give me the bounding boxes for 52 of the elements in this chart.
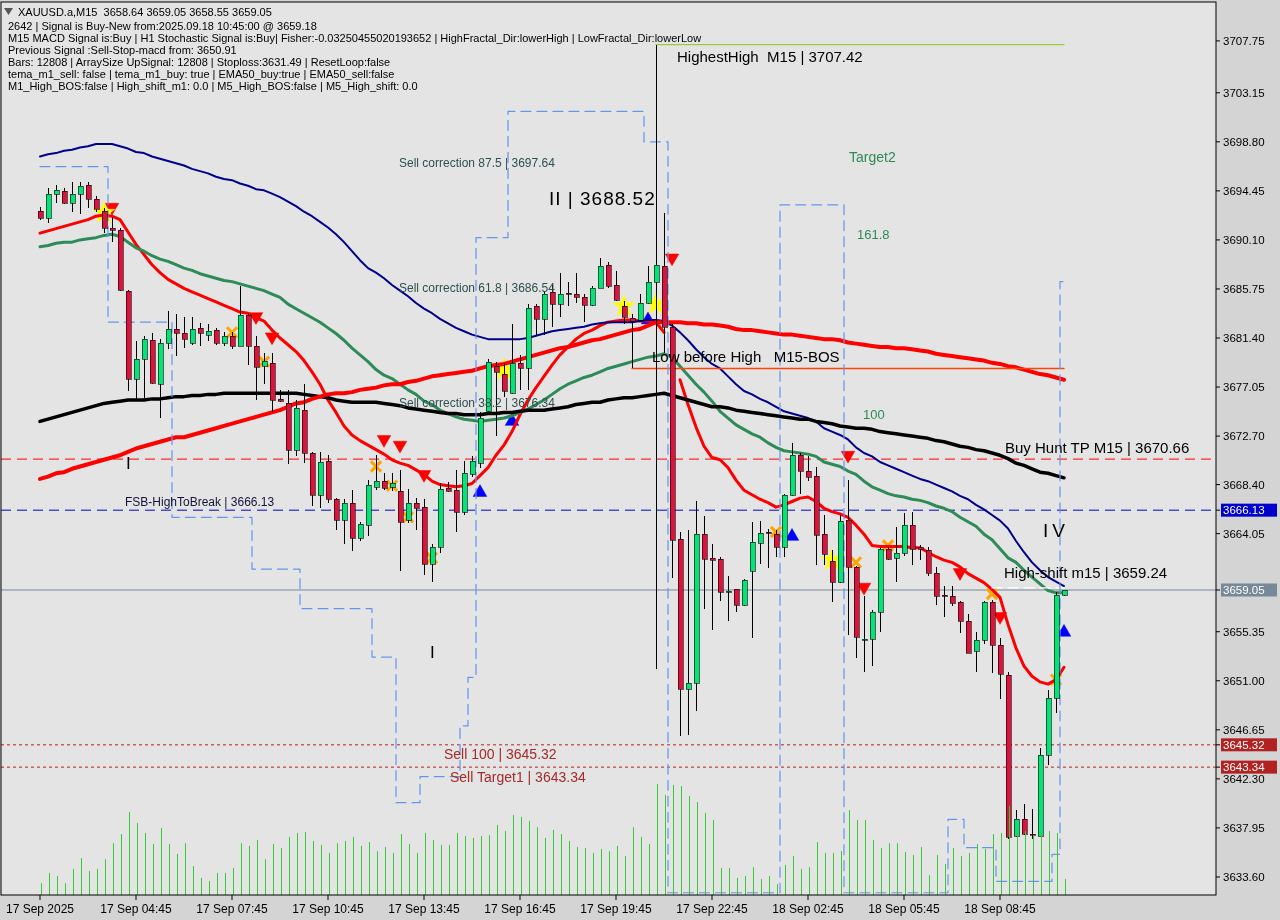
annotation: Target2 [849,149,896,165]
y-tick-label: 3637.95 [1223,821,1265,834]
x-tick-label: 17 Sep 16:45 [484,902,557,916]
annotation: I [430,642,435,662]
y-tick-label: 3703.15 [1223,86,1265,99]
y-tick-label: 3666.13 [1223,504,1265,517]
ref-line-label: FSB-HighToBreak | 3666.13 [125,495,275,510]
y-tick-label: 3681.40 [1223,332,1265,344]
ref-line-label: Buy Hunt TP M15 | 3670.66 [1005,438,1190,456]
y-tick-label: 3677.05 [1223,381,1265,394]
annotation: M1_High_BOS:false | High_shift_m1: 0.0 | M5_High_BOS:false | M5_High_shift: 0.0 [8,80,418,92]
x-tick-label: 17 Sep 19:45 [580,902,653,916]
y-tick-label: 3694.45 [1223,184,1265,197]
y-tick-label: 3668.40 [1223,478,1265,491]
y-tick-label: 3698.80 [1223,135,1265,148]
annotation: 161.8 [857,226,890,242]
y-tick-label: 3685.75 [1223,282,1265,295]
y-tick-label: 3707.75 [1223,34,1265,47]
annotation: 100 [863,406,885,422]
x-tick-label: 18 Sep 02:45 [772,902,845,916]
annotation: Bars: 12808 | ArraySize UpSignal: 12808 | Stoploss:3631.49 | ResetLoop:false [8,56,391,68]
annotation: M15 MACD Signal is:Buy | H1 Stochastic Signal is:Buy| Fisher:-0.03250455020193652 | HighFractal_Dir:lowerHigh | LowFractal_Dir:lowerLow [8,32,702,44]
ref-line-label: Sell Target1 | 3643.34 [450,769,586,786]
y-tick-label: 3659.05 [1223,584,1265,596]
annotation: Previous Signal :Sell-Stop-macd from: 3650.91 [8,44,237,56]
ref-line-label: Sell 100 | 3645.32 [444,745,557,762]
y-tick-label: 3633.60 [1223,870,1265,883]
series-label: HighestHigh M15 | 3707.42 [677,48,863,66]
y-tick-label: 3672.70 [1223,430,1265,443]
annotation: II | 3688.52 [549,187,656,209]
y-tick-label: 3664.05 [1223,527,1265,540]
x-tick-label: 17 Sep 07:45 [196,902,269,916]
y-tick-label: 3642.30 [1223,772,1265,785]
x-tick-label: 18 Sep 08:45 [964,902,1037,916]
chart-title: XAUUSD.a,M15 3658.64 3659.05 3658.55 3659.05 [18,6,272,18]
annotation: IV [1043,519,1069,541]
y-tick-label: 3651.00 [1223,674,1265,687]
annotation: I [126,453,131,473]
y-tick-label: 3645.32 [1223,738,1265,751]
y-tick-label: 3655.35 [1223,625,1265,638]
x-tick-label: 18 Sep 05:45 [868,902,941,916]
x-tick-label: 17 Sep 13:45 [388,902,461,916]
x-tick-label: 17 Sep 22:45 [676,902,749,916]
annotation: tema_m1_sell: false | tema_m1_buy: true | EMA50_buy:true | EMA50_sell:false [8,68,395,80]
annotation: 2642 | Signal is Buy-New from:2025.09.18 10:45:00 @ 3659.18 [8,20,317,32]
x-tick-label: 17 Sep 10:45 [292,902,365,916]
x-tick-label: 17 Sep 04:45 [100,902,173,916]
y-tick-label: 3643.34 [1223,761,1266,774]
y-tick-label: 3690.10 [1223,233,1265,246]
y-tick-label: 3646.65 [1223,723,1265,736]
x-tick-label: 17 Sep 2025 [5,902,75,916]
annotation: Sell correction 87.5 | 3697.64 [399,156,556,170]
